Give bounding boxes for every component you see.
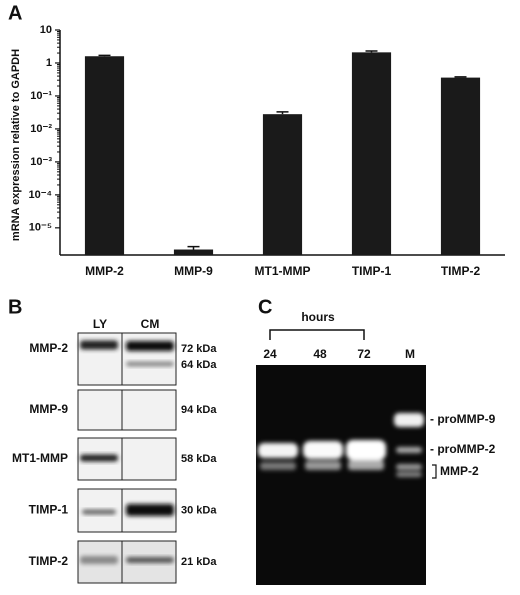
blot-band <box>126 504 174 516</box>
size-label: 58 kDa <box>181 453 217 465</box>
y-tick-label: 10⁻² <box>30 123 52 135</box>
band-label: - proMMP-9 <box>430 412 496 426</box>
panel-label: C <box>258 296 272 318</box>
bar <box>173 249 214 255</box>
panel-label: B <box>8 296 22 318</box>
bar-chart: 10 1 10⁻¹ 10⁻² 10⁻³ 10⁻⁴ 10⁻⁵ MMP-2 MMP-9 MT1-MMP… <box>29 24 505 278</box>
x-tick-label: TIMP-2 <box>441 264 481 278</box>
western-blots: MMP-2 72 kDa 64 kDa MMP-9 94 kDa MT1-MMP 58 kD… <box>12 332 217 584</box>
lane-label: 24 <box>263 347 277 361</box>
panel-label: A <box>8 2 22 24</box>
bracket <box>269 329 365 340</box>
x-tick-label: MMP-9 <box>174 264 213 278</box>
size-label: 21 kDa <box>181 556 217 568</box>
row-label: MT1-MMP <box>12 451 68 465</box>
size-label: 72 kDa <box>181 343 217 355</box>
row-label: TIMP-2 <box>29 554 69 568</box>
x-tick-label: MMP-2 <box>85 264 124 278</box>
y-tick-label: 10 <box>40 24 52 36</box>
gel-bands <box>258 413 424 477</box>
x-tick-label: MT1-MMP <box>255 264 311 278</box>
blot <box>77 389 177 431</box>
error-bar <box>98 54 111 57</box>
bar <box>262 114 303 255</box>
band-label: MMP-2 <box>440 464 479 478</box>
error-bar <box>365 50 378 53</box>
row-label: MMP-9 <box>29 402 68 416</box>
y-tick-label: 10⁻¹ <box>30 90 52 102</box>
y-axis-title: mRNA expression relative to GAPDH <box>10 49 22 241</box>
lane-label: 72 <box>357 347 371 361</box>
blot-band <box>126 557 174 563</box>
error-bar <box>454 76 467 78</box>
band-label: - proMMP-2 <box>430 442 496 456</box>
gel-labels: 24 48 72 M - proMMP-9 - proMMP-2 MMP-2 <box>263 347 496 479</box>
error-bar <box>187 245 200 250</box>
blot-band <box>126 341 174 351</box>
y-tick-label: 10⁻⁴ <box>29 189 52 201</box>
row-label: TIMP-1 <box>29 503 69 517</box>
bar <box>84 56 125 255</box>
blot-band <box>82 509 116 515</box>
blot-band <box>80 556 118 564</box>
size-label: 94 kDa <box>181 404 217 416</box>
lane-label: 48 <box>313 347 327 361</box>
column-label: LY <box>93 317 107 331</box>
row-label: MMP-2 <box>29 341 68 355</box>
lane-label: M <box>405 347 415 361</box>
blot-band <box>80 340 118 350</box>
column-label: CM <box>141 317 160 331</box>
blot-band <box>80 454 118 462</box>
y-tick-label: 10⁻³ <box>30 156 52 168</box>
size-label: 64 kDa <box>181 359 217 371</box>
error-bar <box>276 111 289 115</box>
x-tick-label: TIMP-1 <box>352 264 392 278</box>
band-bracket <box>432 464 437 479</box>
group-label: hours <box>301 310 335 324</box>
size-label: 30 kDa <box>181 504 217 516</box>
bar <box>351 52 392 255</box>
bar <box>440 77 481 255</box>
y-tick-label: 10⁻⁵ <box>29 222 52 234</box>
blot-band <box>126 361 174 367</box>
y-tick-label: 1 <box>46 57 52 69</box>
